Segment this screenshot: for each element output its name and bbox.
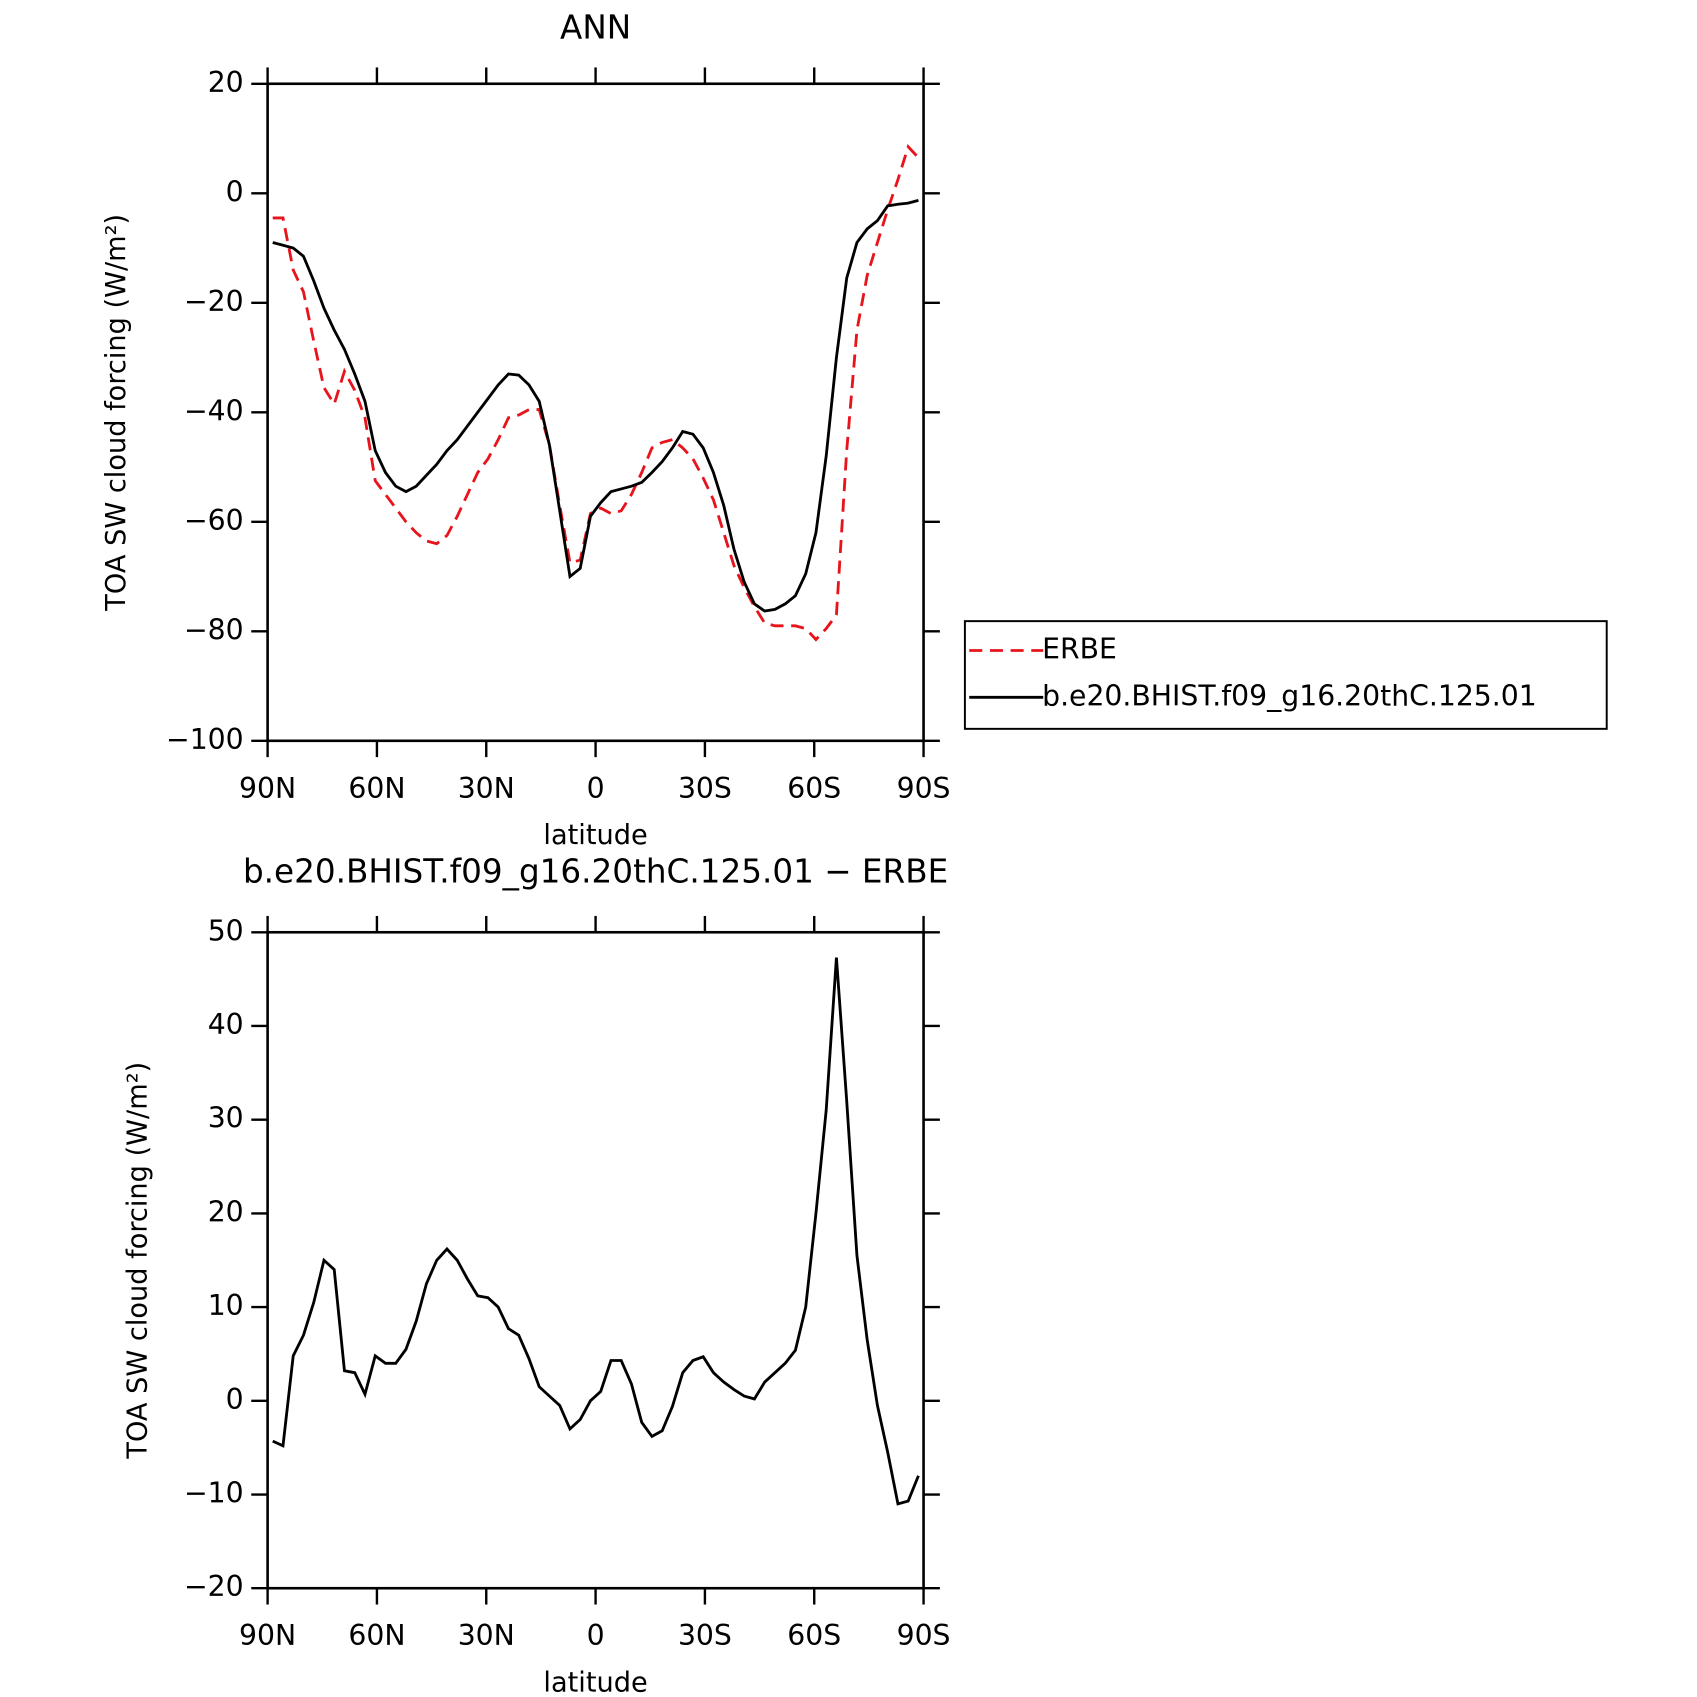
x-tick-label: 60N (348, 772, 405, 805)
legend-label: b.e20.BHIST.f09_g16.20thC.125.01 (1042, 679, 1537, 712)
y-tick-label: −40 (184, 394, 244, 427)
panel-title: ANN (560, 8, 631, 46)
panel-title: b.e20.BHIST.f09_g16.20thC.125.01 − ERBE (243, 853, 948, 891)
y-tick-label: 20 (208, 1195, 244, 1228)
x-tick-label: 0 (587, 772, 605, 805)
y-tick-label: −60 (184, 504, 244, 537)
y-axis-label: TOA SW cloud forcing (W/m²) (101, 214, 132, 612)
panel: ANN latitude TOA SW cloud forcing (W/m²) −1… (101, 8, 1608, 851)
data-line (272, 957, 920, 1506)
x-tick-label: 30S (678, 772, 732, 805)
y-axis-label: TOA SW cloud forcing (W/m²) (123, 1062, 154, 1460)
x-axis-label: latitude (543, 1667, 647, 1697)
x-tick-label: 30N (458, 772, 515, 805)
plot-frame (266, 930, 925, 1590)
y-tick-label: −20 (184, 1570, 244, 1603)
x-tick-label: 90N (239, 1619, 296, 1652)
y-tick-label: −10 (184, 1477, 244, 1510)
y-tick-label: 10 (208, 1289, 244, 1322)
x-tick-label: 90N (239, 772, 296, 805)
x-axis-label: latitude (543, 820, 647, 851)
x-tick-label: 0 (587, 1619, 605, 1652)
x-tick-label: 60S (787, 772, 841, 805)
y-tick-label: 50 (208, 914, 244, 947)
x-tick-label: 30N (458, 1619, 515, 1652)
y-tick-label: 30 (208, 1102, 244, 1135)
data-line (272, 199, 919, 613)
y-tick-label: 40 (208, 1008, 244, 1041)
y-tick-label: −80 (184, 613, 244, 646)
x-tick-label: 60N (348, 1619, 405, 1652)
legend: ERBE b.e20.BHIST.f09_g16.20thC.125.01 (963, 620, 1608, 730)
y-tick-label: −20 (184, 285, 244, 318)
legend-box (963, 620, 1608, 730)
x-tick-label: 60S (787, 1619, 841, 1652)
y-tick-label: 0 (226, 1383, 244, 1416)
data-line (272, 143, 920, 642)
x-tick-label: 30S (678, 1619, 732, 1652)
legend-label: ERBE (1042, 633, 1117, 666)
y-tick-label: 0 (226, 175, 244, 208)
y-tick-label: −100 (166, 723, 244, 756)
y-tick-label: 20 (208, 66, 244, 99)
x-tick-label: 90S (897, 772, 951, 805)
x-tick-label: 90S (897, 1619, 951, 1652)
panel: b.e20.BHIST.f09_g16.20thC.125.01 − ERBE l… (123, 853, 951, 1697)
